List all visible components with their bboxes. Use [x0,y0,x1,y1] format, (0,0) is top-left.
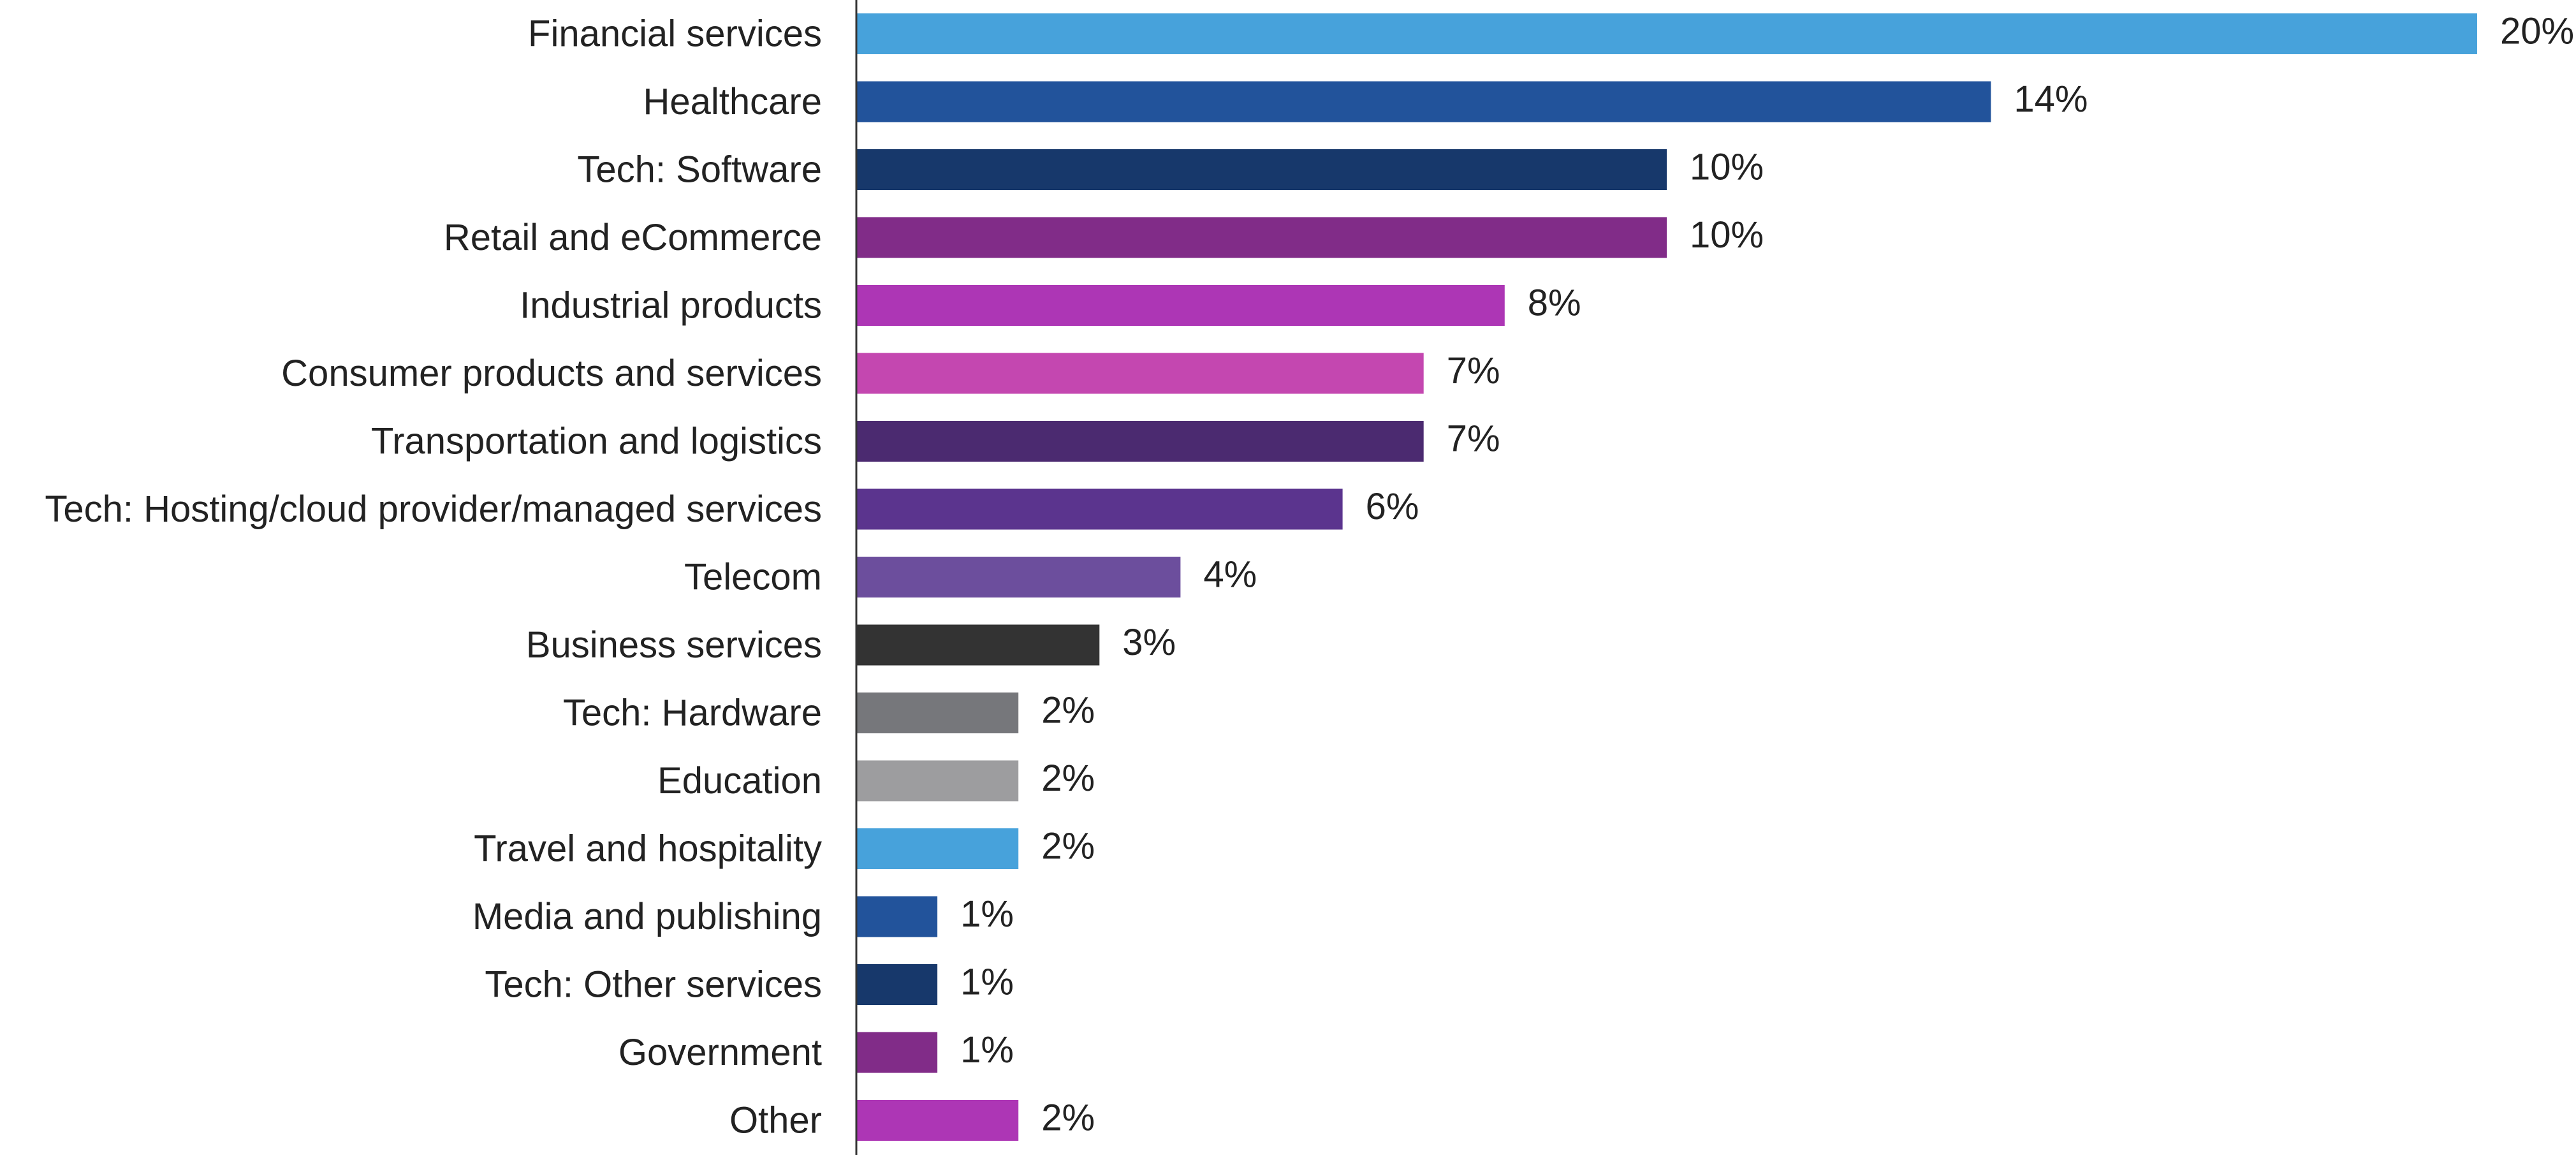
value-labels-layer: 20% 14% 10% 10% 8% 7% 7% 6% 4% 3% 2% 2% 2% 1% 1% 1% 2% [960,11,2574,1139]
category-label: Other [729,1100,822,1141]
category-label: Industrial products [520,285,822,326]
bar [856,896,938,937]
value-label: 14% [2014,78,2088,120]
bar [856,13,2477,54]
bars-layer [856,13,2477,1141]
value-label: 2% [1041,826,1095,867]
category-label: Education [657,760,822,802]
value-label: 7% [1447,350,1500,392]
value-label: 1% [960,893,1014,935]
bar [856,149,1667,190]
value-label: 10% [1690,147,1764,188]
bar [856,217,1667,258]
value-label: 10% [1690,214,1764,256]
value-label: 2% [1041,758,1095,799]
value-label: 7% [1447,418,1500,460]
category-label: Tech: Software [577,149,822,191]
category-label: Healthcare [643,81,822,122]
value-label: 1% [960,962,1014,1003]
bar [856,624,1100,666]
category-label: Media and publishing [472,896,822,937]
bar [856,1100,1019,1141]
bar [856,421,1424,462]
category-label: Transportation and logistics [371,421,822,462]
category-label: Tech: Hosting/cloud provider/managed ser… [45,488,822,530]
bar [856,81,1991,122]
category-labels-layer: Financial services Healthcare Tech: Softwa… [45,13,822,1141]
value-label: 3% [1122,622,1176,663]
bar [856,353,1424,394]
value-label: 6% [1366,486,1419,527]
bar [856,828,1019,869]
value-label: 2% [1041,1097,1095,1139]
category-label: Business services [526,624,822,666]
bar [856,760,1019,802]
value-label: 4% [1203,554,1257,596]
bar [856,285,1505,326]
value-label: 2% [1041,690,1095,731]
category-label: Tech: Other services [485,964,822,1006]
value-label: 8% [1528,282,1581,324]
category-label: Government [618,1032,822,1073]
category-label: Telecom [684,557,822,598]
value-label: 20% [2500,11,2574,52]
bar [856,964,938,1005]
bar [856,693,1019,733]
category-label: Consumer products and services [281,353,822,394]
category-label: Travel and hospitality [474,828,822,870]
bar [856,488,1343,530]
category-label: Retail and eCommerce [444,217,822,258]
bar [856,557,1181,597]
category-label: Tech: Hardware [563,693,822,734]
bar [856,1032,938,1073]
category-label: Financial services [528,13,822,55]
value-label: 1% [960,1029,1014,1071]
